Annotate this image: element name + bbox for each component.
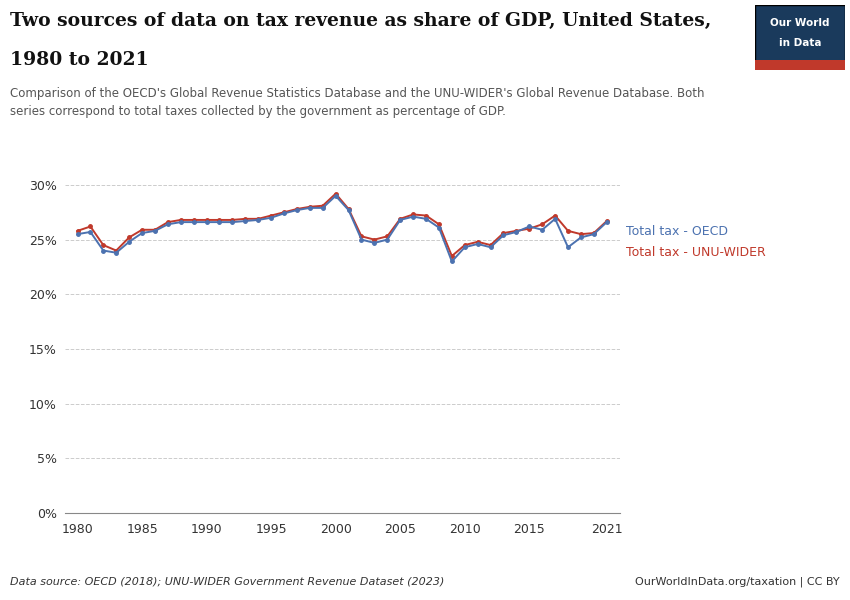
Total tax - UNU-WIDER [473,238,483,245]
Text: Total tax - OECD: Total tax - OECD [626,225,728,238]
Total tax - OECD [447,258,457,265]
Text: in Data: in Data [779,38,821,48]
Total tax - OECD [408,213,418,220]
Total tax - OECD [279,210,289,217]
Total tax - OECD [485,244,496,251]
Total tax - UNU-WIDER [292,205,302,212]
Total tax - UNU-WIDER [241,215,251,223]
Total tax - OECD [111,249,122,256]
Total tax - UNU-WIDER [162,218,173,226]
Total tax - OECD [395,217,405,224]
Total tax - OECD [421,215,431,223]
Total tax - UNU-WIDER [99,241,109,248]
Total tax - UNU-WIDER [201,217,212,224]
Total tax - OECD [575,234,586,241]
Total tax - UNU-WIDER [421,212,431,219]
Total tax - OECD [72,230,82,238]
Total tax - OECD [189,218,199,226]
Total tax - UNU-WIDER [266,212,276,219]
Total tax - UNU-WIDER [343,205,354,212]
Total tax - UNU-WIDER [537,221,547,228]
Text: Two sources of data on tax revenue as share of GDP, United States,: Two sources of data on tax revenue as sh… [10,12,711,30]
Total tax - UNU-WIDER [382,233,393,240]
Total tax - OECD [214,218,224,226]
Total tax - OECD [85,229,95,236]
Total tax - UNU-WIDER [253,215,264,223]
Total tax - OECD [266,214,276,221]
Total tax - UNU-WIDER [498,229,508,236]
Text: OurWorldInData.org/taxation | CC BY: OurWorldInData.org/taxation | CC BY [635,576,840,587]
Total tax - UNU-WIDER [550,212,560,219]
Total tax - UNU-WIDER [434,221,444,228]
Total tax - OECD [589,230,599,238]
Total tax - OECD [434,224,444,231]
Total tax - UNU-WIDER [460,241,470,248]
FancyBboxPatch shape [755,5,845,70]
Total tax - UNU-WIDER [85,223,95,230]
Total tax - UNU-WIDER [111,247,122,254]
Total tax - UNU-WIDER [408,211,418,218]
Total tax - UNU-WIDER [589,229,599,236]
Total tax - UNU-WIDER [485,241,496,248]
Total tax - UNU-WIDER [227,217,237,224]
Total tax - UNU-WIDER [305,203,315,211]
Total tax - UNU-WIDER [150,226,160,233]
Total tax - OECD [137,229,147,236]
Total tax - UNU-WIDER [524,225,535,232]
Total tax - OECD [99,247,109,254]
Total tax - UNU-WIDER [369,236,379,243]
Total tax - OECD [292,206,302,214]
Text: 1980 to 2021: 1980 to 2021 [10,51,149,69]
Total tax - UNU-WIDER [395,215,405,223]
Total tax - OECD [498,232,508,239]
Total tax - OECD [382,236,393,243]
Total tax - UNU-WIDER [137,226,147,233]
Total tax - OECD [318,204,328,211]
Total tax - OECD [176,218,186,226]
Total tax - UNU-WIDER [279,209,289,216]
Total tax - OECD [150,227,160,235]
Total tax - OECD [162,221,173,228]
Total tax - UNU-WIDER [189,217,199,224]
Total tax - OECD [305,204,315,211]
Bar [755,61,845,70]
Total tax - UNU-WIDER [512,227,522,235]
Total tax - UNU-WIDER [318,202,328,209]
Total tax - OECD [356,236,366,243]
Total tax - UNU-WIDER [176,217,186,224]
Total tax - OECD [524,223,535,230]
Text: Comparison of the OECD's Global Revenue Statistics Database and the UNU-WIDER's : Comparison of the OECD's Global Revenue … [10,87,705,118]
Total tax - UNU-WIDER [331,190,341,197]
Total tax - OECD [550,215,560,223]
Line: Total tax - UNU-WIDER: Total tax - UNU-WIDER [76,192,609,258]
Total tax - UNU-WIDER [575,230,586,238]
Total tax - OECD [563,244,573,251]
Total tax - OECD [331,192,341,199]
Total tax - OECD [124,238,134,245]
Total tax - OECD [473,241,483,248]
Total tax - UNU-WIDER [72,227,82,235]
Text: Total tax - UNU-WIDER: Total tax - UNU-WIDER [626,246,766,259]
Total tax - OECD [253,217,264,224]
Total tax - OECD [241,217,251,224]
Total tax - UNU-WIDER [602,217,612,224]
Line: Total tax - OECD: Total tax - OECD [76,194,609,263]
Total tax - UNU-WIDER [124,234,134,241]
Total tax - UNU-WIDER [563,227,573,235]
Text: Our World: Our World [770,18,830,28]
Total tax - UNU-WIDER [447,253,457,260]
Total tax - OECD [227,218,237,226]
Total tax - OECD [343,206,354,214]
Total tax - UNU-WIDER [214,217,224,224]
Text: Data source: OECD (2018); UNU-WIDER Government Revenue Dataset (2023): Data source: OECD (2018); UNU-WIDER Gove… [10,577,445,587]
Total tax - UNU-WIDER [356,233,366,240]
Total tax - OECD [537,226,547,233]
Total tax - OECD [369,239,379,247]
Total tax - OECD [602,218,612,226]
Total tax - OECD [460,244,470,251]
Total tax - OECD [512,229,522,236]
Total tax - OECD [201,218,212,226]
